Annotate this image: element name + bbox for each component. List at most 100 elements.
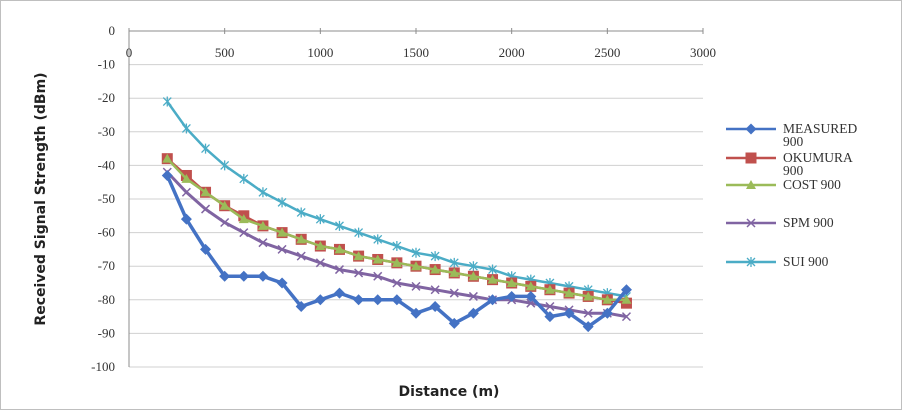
data-point — [583, 291, 594, 301]
x-tick-label: 0 — [126, 45, 133, 60]
data-point — [506, 278, 517, 287]
y-tick-label: -40 — [98, 157, 115, 172]
data-point — [411, 281, 421, 291]
y-tick-label: -30 — [98, 124, 115, 139]
data-point — [621, 294, 632, 304]
data-point — [315, 214, 325, 225]
data-point — [296, 251, 306, 261]
data-point — [449, 267, 460, 277]
data-point — [506, 290, 518, 302]
data-point — [601, 307, 613, 319]
data-point — [334, 265, 344, 275]
data-point — [315, 241, 326, 251]
x-tick-label: 3000 — [690, 45, 716, 60]
data-point — [277, 244, 287, 254]
data-point — [448, 317, 460, 329]
data-point — [258, 238, 268, 248]
data-point — [487, 294, 499, 306]
data-point — [180, 213, 192, 225]
data-point — [220, 160, 230, 171]
legend-label: COST 900 — [783, 177, 841, 192]
data-point — [372, 294, 384, 306]
legend-item: COST 900 — [726, 177, 841, 192]
data-point — [430, 285, 440, 295]
y-tick-label: -50 — [98, 191, 115, 206]
series-cost-900 — [162, 153, 632, 304]
data-point — [582, 321, 594, 333]
legend-item: OKUMURA 900 — [726, 150, 853, 178]
data-point — [162, 153, 173, 163]
legend-label: OKUMURA 900 — [783, 150, 853, 178]
data-point — [621, 312, 631, 322]
data-point — [391, 257, 402, 267]
data-point — [257, 270, 269, 282]
data-point — [373, 271, 383, 281]
data-point — [449, 257, 459, 268]
series-group — [161, 96, 632, 333]
data-point — [239, 228, 249, 238]
data-point — [429, 301, 441, 313]
data-point — [392, 278, 402, 288]
data-point — [353, 251, 364, 261]
data-point — [238, 270, 250, 282]
data-point — [410, 307, 422, 319]
data-point — [583, 308, 593, 318]
data-point — [277, 227, 288, 237]
x-tick-label: 1500 — [403, 45, 429, 60]
data-point — [277, 197, 287, 208]
y-tick-label: -70 — [98, 258, 115, 273]
data-point — [239, 173, 249, 184]
data-point — [564, 288, 575, 298]
data-point — [392, 241, 402, 252]
y-tick-label: -90 — [98, 325, 115, 340]
data-point — [315, 258, 325, 268]
data-point — [467, 307, 479, 319]
data-point — [449, 288, 459, 298]
x-axis-ticks: 0 500 1000 1500 2000 2500 3000 — [126, 28, 716, 60]
legend-swatch-marker — [746, 257, 756, 267]
data-point — [430, 251, 440, 262]
x-tick-label: 500 — [215, 45, 235, 60]
data-point — [372, 254, 383, 264]
data-point — [200, 187, 211, 197]
legend-item: MEASURED 900 — [726, 121, 858, 149]
data-point — [411, 247, 421, 258]
x-tick-label: 2500 — [594, 45, 620, 60]
legend-swatch-marker — [746, 180, 756, 189]
y-axis-ticks: 0 -10 -20 -30 -40 -50 -60 -70 -80 -90 -100 — [91, 23, 115, 374]
data-point — [181, 173, 192, 183]
data-point — [276, 277, 288, 289]
data-point — [391, 294, 403, 306]
data-point — [162, 96, 172, 107]
data-point — [334, 244, 345, 254]
data-point — [544, 311, 556, 323]
series-sui-900 — [162, 96, 631, 302]
legend-swatch-marker — [745, 152, 757, 164]
legend-swatch-marker — [745, 123, 757, 135]
data-point — [220, 217, 230, 228]
y-axis-title: Received Signal Strength (dBm) — [33, 72, 49, 325]
data-point — [468, 261, 478, 272]
data-point — [430, 264, 441, 274]
data-point — [468, 271, 479, 281]
data-point — [181, 123, 191, 134]
data-point — [335, 220, 344, 231]
data-point — [373, 234, 383, 245]
data-point — [411, 261, 421, 271]
data-point — [219, 270, 231, 282]
data-point — [201, 143, 210, 154]
data-point — [602, 294, 613, 304]
data-point — [488, 264, 497, 275]
data-point — [525, 281, 536, 291]
data-point — [296, 234, 307, 244]
y-tick-label: 0 — [109, 23, 116, 38]
x-axis-title: Distance (m) — [399, 384, 500, 400]
data-point — [354, 227, 364, 238]
y-tick-label: -60 — [98, 225, 115, 240]
data-point — [545, 301, 555, 312]
series-measured-900 — [161, 169, 632, 333]
data-point — [181, 187, 191, 197]
